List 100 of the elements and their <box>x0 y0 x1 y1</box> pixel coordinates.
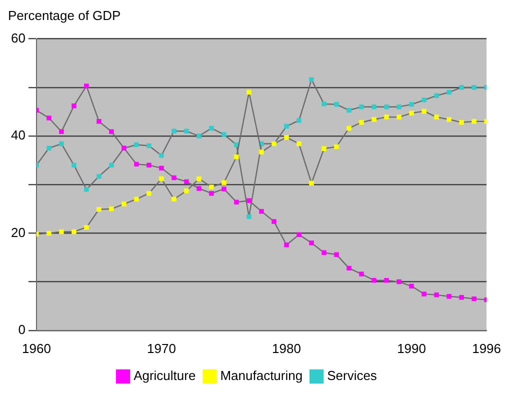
point <box>409 284 414 289</box>
point <box>472 296 476 302</box>
point <box>159 153 164 158</box>
point <box>284 135 289 140</box>
point <box>396 104 402 110</box>
point <box>134 142 139 148</box>
x-tick-label: 1996 <box>472 340 501 356</box>
point <box>434 292 439 298</box>
point <box>234 154 239 160</box>
point <box>284 242 289 248</box>
point <box>322 146 326 152</box>
point <box>459 85 464 90</box>
point <box>309 240 314 246</box>
point <box>446 294 452 299</box>
point <box>396 114 402 120</box>
point <box>409 102 414 107</box>
point <box>209 184 214 190</box>
point <box>422 98 426 102</box>
point <box>46 146 52 151</box>
point <box>259 150 264 154</box>
point <box>346 126 352 131</box>
point <box>459 120 464 125</box>
point <box>384 278 389 283</box>
point <box>96 174 102 179</box>
point <box>159 166 164 170</box>
x-tick-label: 1960 <box>22 340 51 356</box>
point <box>422 292 426 296</box>
point <box>172 196 176 202</box>
point <box>334 252 339 257</box>
point <box>96 207 102 212</box>
point <box>434 93 439 98</box>
legend-label: Agriculture <box>134 368 196 384</box>
point <box>446 90 452 95</box>
point <box>134 196 139 202</box>
point <box>109 206 114 212</box>
point <box>272 219 276 224</box>
point <box>184 188 189 194</box>
point <box>296 118 302 123</box>
point <box>96 119 102 124</box>
point <box>234 200 239 204</box>
point <box>46 230 52 236</box>
y-tick-label: 40 <box>10 128 26 143</box>
point <box>296 141 302 146</box>
point <box>146 190 152 196</box>
point <box>372 104 376 110</box>
point <box>334 144 339 150</box>
point <box>446 117 452 122</box>
point <box>134 162 139 167</box>
legend-label: Services <box>327 368 378 384</box>
y-tick-label: 0 <box>18 322 26 337</box>
x-tick-label: 1970 <box>147 340 176 356</box>
point <box>72 104 76 108</box>
point <box>222 132 226 137</box>
point <box>59 129 64 134</box>
point <box>159 176 164 182</box>
point <box>84 84 89 88</box>
point <box>409 110 414 116</box>
point <box>234 142 239 148</box>
point <box>322 102 326 106</box>
point <box>322 250 326 256</box>
y-axis-title: Percentage of GDP <box>8 8 122 25</box>
point <box>184 128 189 134</box>
point <box>196 186 202 191</box>
point <box>146 162 152 168</box>
point <box>359 120 364 125</box>
y-tick-label: 20 <box>10 224 26 240</box>
point <box>434 114 439 120</box>
point <box>172 128 176 134</box>
point <box>372 278 376 283</box>
point <box>296 232 302 238</box>
point <box>209 190 214 196</box>
point <box>222 186 226 192</box>
point <box>209 126 214 131</box>
point <box>384 104 389 110</box>
x-tick-label: 1980 <box>272 340 301 356</box>
point <box>472 85 476 90</box>
point <box>109 129 114 134</box>
point <box>59 229 64 234</box>
point <box>309 180 314 186</box>
point <box>184 179 189 184</box>
point <box>72 229 76 234</box>
point <box>246 214 252 220</box>
point <box>72 162 76 168</box>
point <box>122 202 126 206</box>
point <box>172 175 176 180</box>
point <box>146 143 152 148</box>
point <box>84 187 89 192</box>
point <box>84 225 89 230</box>
point <box>309 77 314 82</box>
point <box>246 198 252 204</box>
point <box>372 117 376 122</box>
point <box>246 90 252 95</box>
point <box>196 134 202 138</box>
point <box>109 162 114 168</box>
point <box>222 180 226 186</box>
point <box>59 141 64 146</box>
point <box>422 108 426 114</box>
point <box>384 114 389 120</box>
point <box>334 102 339 107</box>
point <box>196 176 202 182</box>
